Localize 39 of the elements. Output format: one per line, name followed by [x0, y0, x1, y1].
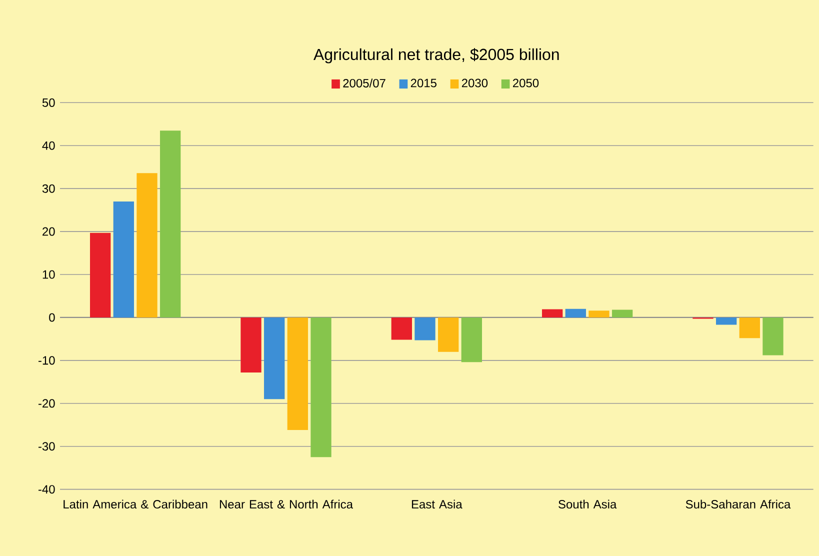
y-tick-label: 0 — [49, 313, 55, 322]
bar — [113, 201, 134, 318]
x-tick-label: Near East & North Africa — [220, 500, 354, 509]
x-tick-label: Sub-Saharan Africa — [686, 500, 791, 509]
bar — [90, 232, 111, 318]
y-tick-label: 50 — [42, 98, 55, 107]
bar — [136, 173, 158, 318]
bar — [264, 317, 285, 400]
bar — [716, 317, 737, 325]
y-tick-label: -30 — [38, 442, 55, 451]
bar — [461, 317, 482, 362]
y-tick-label: 40 — [42, 141, 55, 150]
bar — [762, 317, 784, 356]
x-tick-label: South Asia — [558, 500, 617, 509]
chart-title: Agricultural net trade, $2005 billion — [314, 48, 559, 64]
y-tick-label: 10 — [42, 270, 55, 279]
y-tick-label: 20 — [42, 227, 55, 236]
x-tick-label: Latin America & Caribbean — [64, 500, 208, 509]
y-tick-label: 30 — [42, 184, 55, 193]
bar — [391, 317, 412, 340]
bar — [542, 309, 563, 318]
legend-label: 2030 — [462, 78, 488, 88]
y-tick-label: -20 — [38, 399, 55, 408]
legend-label: 2005/07 — [343, 78, 386, 88]
bar — [287, 317, 308, 430]
bar — [588, 310, 610, 318]
bar — [438, 317, 459, 352]
legend-label: 2050 — [512, 78, 539, 88]
bar — [565, 308, 586, 318]
x-tick-label: East Asia — [412, 500, 462, 509]
bar — [240, 317, 262, 372]
bar — [310, 317, 332, 458]
bar — [739, 317, 760, 338]
bar — [414, 317, 436, 340]
bar — [160, 130, 181, 318]
legend-label: 2015 — [410, 78, 436, 88]
bar — [612, 310, 633, 318]
y-tick-label: -40 — [38, 485, 55, 494]
y-tick-label: -10 — [38, 356, 55, 365]
